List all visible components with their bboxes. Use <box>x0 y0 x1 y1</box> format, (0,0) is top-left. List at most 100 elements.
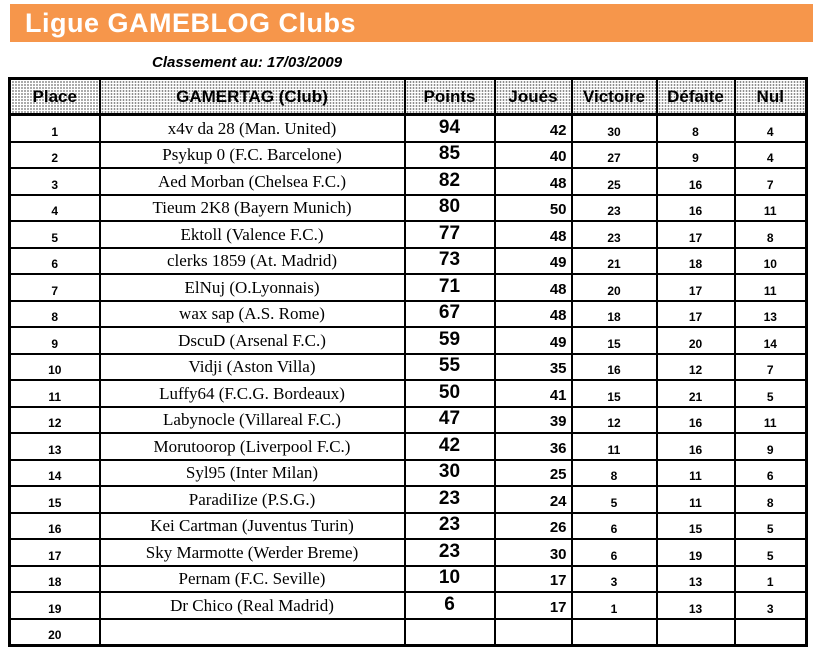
cell-place: 11 <box>8 379 101 408</box>
cell-place: 20 <box>8 617 101 647</box>
cell-defaite: 20 <box>655 326 736 355</box>
cell-nul: 14 <box>733 326 808 355</box>
table-row: 15 ParadiIize (P.S.G.) 23 24 5 11 8 <box>8 485 808 514</box>
cell-joues: 24 <box>493 485 573 514</box>
cell-victoire: 27 <box>570 140 658 169</box>
cell-points: 23 <box>403 511 496 540</box>
cell-victoire: 23 <box>570 220 658 249</box>
cell-place: 17 <box>8 538 101 567</box>
cell-gamertag: ParadiIize (P.S.G.) <box>98 485 406 514</box>
cell-nul: 4 <box>733 140 808 169</box>
cell-nul <box>733 617 808 647</box>
cell-place: 6 <box>8 246 101 275</box>
cell-victoire: 6 <box>570 511 658 540</box>
cell-victoire: 30 <box>570 113 658 143</box>
cell-nul: 7 <box>733 167 808 196</box>
cell-joues: 40 <box>493 140 573 169</box>
cell-nul: 6 <box>733 458 808 487</box>
cell-place: 14 <box>8 458 101 487</box>
cell-gamertag: Sky Marmotte (Werder Breme) <box>98 538 406 567</box>
table-row: 10 Vidji (Aston Villa) 55 35 16 12 7 <box>8 352 808 381</box>
cell-victoire: 23 <box>570 193 658 222</box>
cell-defaite: 19 <box>655 538 736 567</box>
cell-nul: 8 <box>733 220 808 249</box>
cell-nul: 9 <box>733 432 808 461</box>
cell-points <box>403 617 496 647</box>
cell-victoire: 20 <box>570 273 658 302</box>
table-row: 14 Syl95 (Inter Milan) 30 25 8 11 6 <box>8 458 808 487</box>
cell-victoire: 18 <box>570 299 658 328</box>
cell-defaite: 9 <box>655 140 736 169</box>
cell-defaite: 12 <box>655 352 736 381</box>
cell-points: 23 <box>403 485 496 514</box>
cell-victoire: 1 <box>570 591 658 620</box>
cell-points: 30 <box>403 458 496 487</box>
cell-victoire: 15 <box>570 379 658 408</box>
cell-nul: 11 <box>733 405 808 434</box>
cell-defaite: 17 <box>655 220 736 249</box>
header-row: Place GAMERTAG (Club) Points Joués Victoire D… <box>8 77 808 116</box>
cell-points: 71 <box>403 273 496 302</box>
cell-place: 8 <box>8 299 101 328</box>
cell-gamertag: Tieum 2K8 (Bayern Munich) <box>98 193 406 222</box>
header-defaite: Défaite <box>655 77 736 116</box>
cell-joues: 30 <box>493 538 573 567</box>
cell-place: 16 <box>8 511 101 540</box>
cell-points: 10 <box>403 564 496 593</box>
cell-gamertag: Labynocle (Villareal F.C.) <box>98 405 406 434</box>
cell-gamertag: DscuD (Arsenal F.C.) <box>98 326 406 355</box>
cell-joues: 26 <box>493 511 573 540</box>
cell-place: 13 <box>8 432 101 461</box>
cell-place: 15 <box>8 485 101 514</box>
table-row: 7 ElNuj (O.Lyonnais) 71 48 20 17 11 <box>8 273 808 302</box>
cell-place: 7 <box>8 273 101 302</box>
cell-victoire: 25 <box>570 167 658 196</box>
cell-points: 67 <box>403 299 496 328</box>
cell-victoire: 15 <box>570 326 658 355</box>
cell-place: 19 <box>8 591 101 620</box>
cell-defaite: 17 <box>655 299 736 328</box>
cell-nul: 5 <box>733 511 808 540</box>
cell-defaite <box>655 617 736 647</box>
cell-points: 50 <box>403 379 496 408</box>
title-banner: Ligue GAMEBLOG Clubs <box>10 4 813 42</box>
cell-defaite: 18 <box>655 246 736 275</box>
cell-gamertag: Syl95 (Inter Milan) <box>98 458 406 487</box>
cell-gamertag: clerks 1859 (At. Madrid) <box>98 246 406 275</box>
table-row: 2 Psykup 0 (F.C. Barcelone) 85 40 27 9 4 <box>8 140 808 169</box>
cell-victoire: 21 <box>570 246 658 275</box>
cell-points: 94 <box>403 113 496 143</box>
cell-gamertag: Luffy64 (F.C.G. Bordeaux) <box>98 379 406 408</box>
cell-gamertag: ElNuj (O.Lyonnais) <box>98 273 406 302</box>
header-nul: Nul <box>733 77 808 116</box>
cell-joues: 48 <box>493 273 573 302</box>
cell-nul: 10 <box>733 246 808 275</box>
cell-points: 59 <box>403 326 496 355</box>
cell-defaite: 8 <box>655 113 736 143</box>
cell-nul: 5 <box>733 379 808 408</box>
cell-joues <box>493 617 573 647</box>
cell-points: 6 <box>403 591 496 620</box>
cell-points: 42 <box>403 432 496 461</box>
cell-defaite: 13 <box>655 564 736 593</box>
cell-points: 73 <box>403 246 496 275</box>
cell-joues: 48 <box>493 299 573 328</box>
cell-nul: 1 <box>733 564 808 593</box>
cell-defaite: 16 <box>655 193 736 222</box>
cell-defaite: 11 <box>655 458 736 487</box>
cell-place: 2 <box>8 140 101 169</box>
table-row: 5 Ektoll (Valence F.C.) 77 48 23 17 8 <box>8 220 808 249</box>
cell-nul: 5 <box>733 538 808 567</box>
cell-nul: 11 <box>733 193 808 222</box>
cell-joues: 42 <box>493 113 573 143</box>
table-row: 18 Pernam (F.C. Seville) 10 17 3 13 1 <box>8 564 808 593</box>
cell-nul: 3 <box>733 591 808 620</box>
cell-gamertag: Vidji (Aston Villa) <box>98 352 406 381</box>
table-body: 1 x4v da 28 (Man. United) 94 42 30 8 4 2 Psykup … <box>8 113 808 647</box>
cell-joues: 48 <box>493 220 573 249</box>
table-row: 13 Morutoorop (Liverpool F.C.) 42 36 11 16 9 <box>8 432 808 461</box>
cell-joues: 17 <box>493 591 573 620</box>
cell-points: 23 <box>403 538 496 567</box>
cell-victoire <box>570 617 658 647</box>
cell-place: 1 <box>8 113 101 143</box>
